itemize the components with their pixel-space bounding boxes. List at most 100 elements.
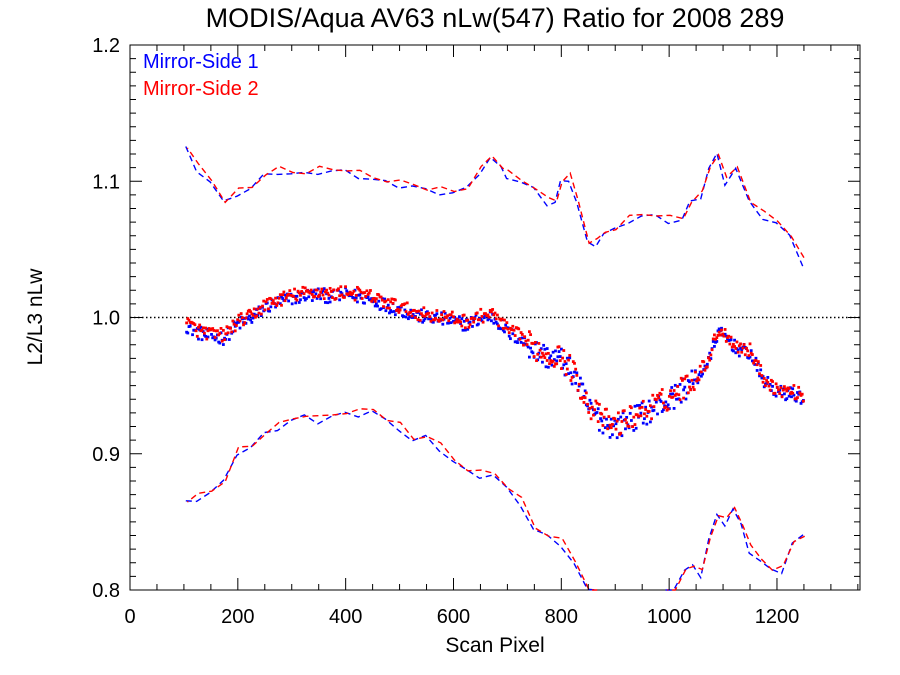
data-point <box>365 289 369 293</box>
data-point <box>569 371 573 375</box>
data-point <box>373 304 377 308</box>
data-point <box>200 338 204 342</box>
data-point <box>316 295 320 298</box>
data-point <box>690 378 694 382</box>
data-point <box>390 310 394 314</box>
data-point <box>584 391 588 395</box>
data-point <box>237 313 241 317</box>
data-point <box>588 406 592 410</box>
data-point <box>708 351 712 355</box>
data-point <box>212 329 216 332</box>
data-point <box>794 399 798 403</box>
data-point <box>326 301 330 305</box>
data-point <box>625 421 629 425</box>
data-point <box>383 297 387 301</box>
data-point <box>278 302 282 306</box>
data-point <box>698 364 702 368</box>
data-point <box>497 324 500 328</box>
data-point <box>732 342 735 346</box>
data-point <box>363 301 366 305</box>
data-point <box>379 307 383 311</box>
data-point <box>452 315 455 319</box>
x-tick-label: 200 <box>221 606 254 628</box>
data-point <box>323 290 327 294</box>
y-tick-label: 1.2 <box>92 35 120 57</box>
data-point <box>749 349 753 353</box>
data-point <box>280 295 283 299</box>
data-point <box>319 290 323 294</box>
data-point <box>575 371 579 375</box>
data-point <box>409 308 413 312</box>
data-point <box>310 293 314 296</box>
data-point <box>446 314 449 318</box>
data-point <box>597 402 601 406</box>
data-point <box>185 321 189 325</box>
data-point <box>248 314 251 318</box>
data-point <box>705 362 709 366</box>
data-point <box>338 294 342 298</box>
data-point <box>536 352 540 356</box>
data-point <box>767 384 771 388</box>
data-point <box>563 360 567 363</box>
data-point <box>600 412 604 416</box>
data-point <box>262 299 266 303</box>
data-point <box>474 313 478 317</box>
data-point <box>669 392 672 396</box>
data-point <box>206 329 210 333</box>
data-point <box>606 427 610 431</box>
data-point <box>570 376 574 379</box>
data-point <box>480 319 484 323</box>
data-point <box>274 296 277 300</box>
data-point <box>287 292 291 296</box>
data-point <box>201 326 205 330</box>
data-point <box>269 305 273 309</box>
data-point <box>672 389 676 392</box>
data-point <box>546 365 550 369</box>
data-point <box>755 363 759 367</box>
data-point <box>338 298 342 302</box>
data-point <box>657 396 661 400</box>
data-point <box>565 367 569 371</box>
data-point <box>723 328 727 331</box>
data-point <box>198 323 202 327</box>
data-point <box>370 299 374 303</box>
data-point <box>295 298 299 302</box>
data-point <box>733 338 736 342</box>
data-point <box>683 385 687 389</box>
data-point <box>736 350 740 354</box>
data-point <box>648 420 652 424</box>
data-point <box>711 340 715 343</box>
data-point <box>217 333 221 337</box>
legend: Mirror-Side 1 Mirror-Side 2 <box>143 51 259 100</box>
data-point <box>495 322 499 326</box>
data-point <box>526 338 530 342</box>
ticks-layer: 0 200 400 600 800 1000 1200 0.8 0.9 1.0 1.1 1.2 <box>92 35 860 628</box>
data-point <box>410 316 414 319</box>
data-point <box>573 361 576 365</box>
data-point <box>577 382 581 386</box>
data-point <box>569 379 573 382</box>
data-point <box>377 293 381 297</box>
data-point <box>360 297 364 300</box>
data-point <box>582 401 586 404</box>
data-point <box>434 313 438 317</box>
data-point <box>386 298 390 302</box>
data-point <box>575 373 579 377</box>
data-point <box>752 361 755 365</box>
data-point <box>320 287 324 291</box>
x-tick-label: 1000 <box>647 606 692 628</box>
data-point <box>435 309 439 312</box>
data-point <box>471 316 474 320</box>
data-point <box>507 331 511 334</box>
data-point <box>707 356 710 360</box>
data-point <box>249 318 253 322</box>
data-point <box>248 308 251 312</box>
data-point <box>194 329 198 333</box>
data-point <box>407 312 410 316</box>
lower-band-right-series-2 <box>667 506 806 591</box>
data-point <box>758 372 761 376</box>
data-point <box>792 384 796 387</box>
data-point <box>423 314 427 318</box>
data-point <box>425 310 429 314</box>
data-point <box>345 289 349 293</box>
